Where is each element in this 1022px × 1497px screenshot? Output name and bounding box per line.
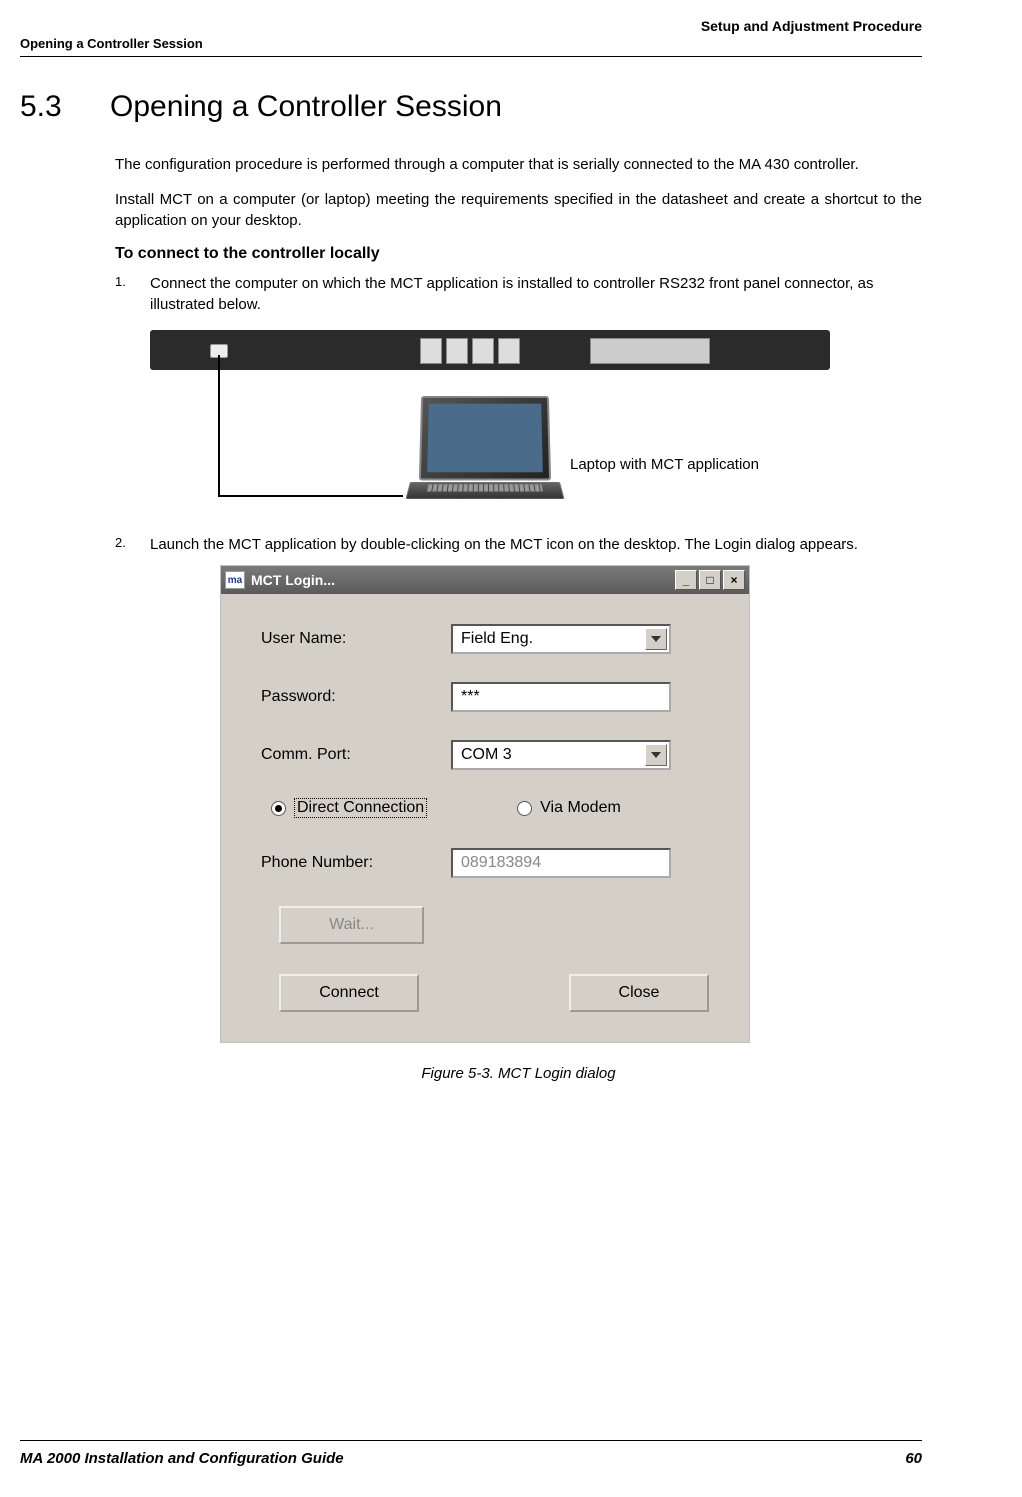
panel-button [472, 338, 494, 364]
laptop-icon [410, 395, 560, 510]
phone-value: 089183894 [461, 854, 541, 872]
panel-button [420, 338, 442, 364]
titlebar-text: MCT Login... [251, 572, 675, 588]
phone-label: Phone Number: [261, 854, 451, 872]
direct-connection-radio[interactable]: Direct Connection [271, 798, 427, 818]
paragraph-2: Install MCT on a computer (or laptop) me… [115, 189, 922, 231]
wait-button: Wait... [279, 906, 424, 944]
commport-value: COM 3 [461, 746, 512, 764]
diagram-label: Laptop with MCT application [570, 455, 759, 475]
app-icon: ma [225, 571, 245, 589]
header-section: Opening a Controller Session [20, 36, 203, 51]
minimize-button[interactable]: _ [675, 570, 697, 590]
header-rule [20, 56, 922, 57]
step-1: 1. Connect the computer on which the MCT… [115, 273, 922, 315]
header-chapter: Setup and Adjustment Procedure [701, 18, 922, 34]
footer-title: MA 2000 Installation and Configuration G… [20, 1450, 344, 1467]
username-label: User Name: [261, 630, 451, 648]
step-1-number: 1. [115, 273, 150, 315]
commport-label: Comm. Port: [261, 746, 451, 764]
password-value: *** [461, 688, 480, 706]
maximize-button[interactable]: □ [699, 570, 721, 590]
via-modem-radio[interactable]: Via Modem [517, 799, 621, 817]
step-2: 2. Launch the MCT application by double-… [115, 534, 922, 555]
login-dialog: ma MCT Login... _ □ × User Name: Field E… [220, 565, 750, 1043]
close-button[interactable]: Close [569, 974, 709, 1012]
panel-button [498, 338, 520, 364]
username-dropdown[interactable]: Field Eng. [451, 624, 671, 654]
paragraph-1: The configuration procedure is performed… [115, 154, 922, 175]
section-title: Opening a Controller Session [110, 90, 502, 123]
via-modem-label: Via Modem [540, 799, 621, 817]
password-label: Password: [261, 688, 451, 706]
connect-button[interactable]: Connect [279, 974, 419, 1012]
connection-diagram: Laptop with MCT application [150, 325, 830, 520]
page-number: 60 [905, 1450, 922, 1467]
step-2-number: 2. [115, 534, 150, 555]
footer-rule [20, 1440, 922, 1441]
controller-unit [150, 330, 830, 370]
figure-caption: Figure 5-3. MCT Login dialog [115, 1065, 922, 1082]
panel-button [446, 338, 468, 364]
cable-segment [218, 495, 403, 497]
step-2-text: Launch the MCT application by double-cli… [150, 534, 922, 555]
cable-segment [218, 355, 220, 495]
password-input[interactable]: *** [451, 682, 671, 712]
chevron-down-icon[interactable] [645, 628, 667, 650]
subheading-connect: To connect to the controller locally [115, 245, 922, 263]
step-1-text: Connect the computer on which the MCT ap… [150, 273, 922, 315]
username-value: Field Eng. [461, 630, 533, 648]
panel-lcd [590, 338, 710, 364]
phone-input: 089183894 [451, 848, 671, 878]
commport-dropdown[interactable]: COM 3 [451, 740, 671, 770]
radio-icon [271, 801, 286, 816]
direct-connection-label: Direct Connection [294, 798, 427, 818]
section-heading: 5.3Opening a Controller Session [20, 90, 922, 124]
close-window-button[interactable]: × [723, 570, 745, 590]
chevron-down-icon[interactable] [645, 744, 667, 766]
titlebar: ma MCT Login... _ □ × [221, 566, 749, 594]
radio-icon [517, 801, 532, 816]
section-number: 5.3 [20, 90, 110, 124]
